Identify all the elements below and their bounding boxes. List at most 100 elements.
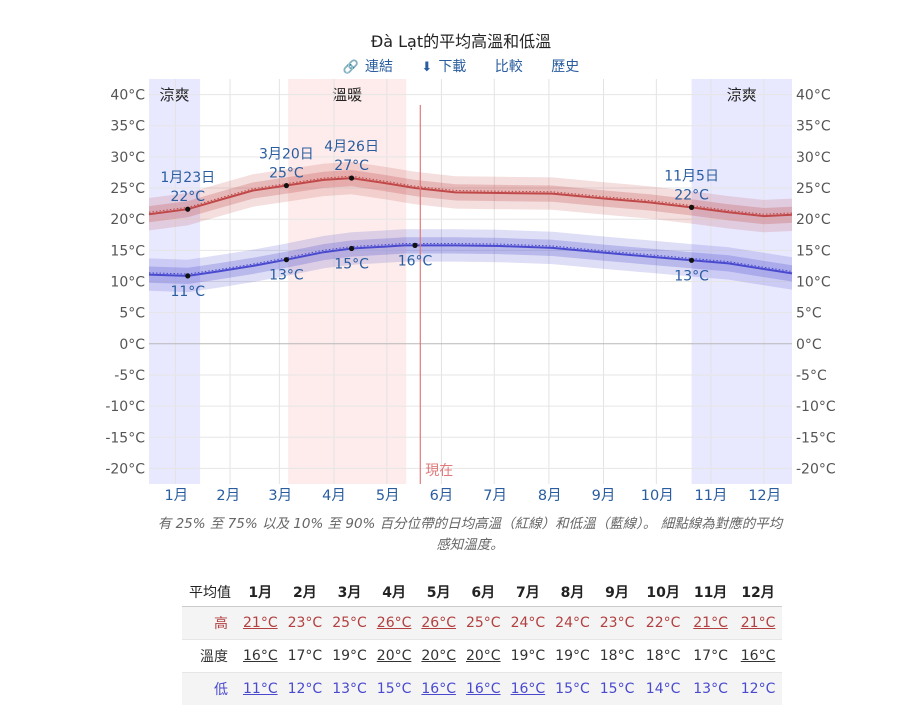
link-icon: 🔗	[342, 60, 359, 75]
table-cell: 18°C	[645, 648, 681, 664]
table-cell: 22°C	[645, 615, 681, 631]
table-cell[interactable]: 21°C	[243, 615, 278, 631]
table-cell: 13°C	[332, 681, 367, 697]
table-row: 高 21°C 23°C 25°C 26°C 26°C 25°C 24°C 24°C 23°C 22°…	[182, 606, 782, 640]
table-cell[interactable]: 20°C	[421, 648, 456, 664]
x-tick-label: 11月	[694, 488, 727, 504]
x-tick-label: 7月	[483, 488, 507, 504]
percentile-band-25-75	[149, 170, 792, 225]
annotation-point	[348, 175, 355, 181]
table-cell[interactable]: 16°C	[243, 648, 278, 664]
table-cell: 15°C	[599, 681, 635, 697]
download-button[interactable]: ⬇ 下載	[421, 59, 467, 75]
y-tick-label-right: -15°C	[796, 430, 836, 446]
annotation-temp: 16°C	[398, 253, 433, 269]
table-month-header: 7月	[505, 578, 551, 607]
table-row: 低 11°C 12°C 13°C 15°C 16°C 16°C 16°C 15°C 15°C 14°…	[182, 672, 782, 705]
table-month-header: 9月	[594, 578, 640, 607]
link-button[interactable]: 🔗 連結	[342, 59, 393, 75]
table-cell[interactable]: 16°C	[421, 681, 456, 697]
percentile-band-10-90	[149, 229, 792, 293]
table-month-header: 8月	[550, 578, 595, 607]
table-cell: 24°C	[510, 615, 546, 631]
table-month-header: 11月	[686, 578, 735, 607]
y-tick-label-right: 0°C	[796, 337, 822, 353]
table-row-label: 溫度	[200, 649, 228, 665]
y-tick-label-left: 10°C	[110, 275, 145, 291]
compare-button[interactable]: 比較	[494, 59, 523, 75]
table-cell[interactable]: 16°C	[510, 681, 546, 697]
x-tick-label: 4月	[322, 488, 346, 504]
table-cell: 23°C	[599, 615, 635, 631]
table-cell[interactable]: 20°C	[465, 648, 501, 664]
annotation-point	[348, 245, 355, 252]
table-cell: 15°C	[376, 681, 412, 697]
table-cell: 24°C	[555, 615, 590, 631]
history-button[interactable]: 歷史	[551, 59, 580, 75]
table-cell: 14°C	[645, 681, 681, 697]
x-tick-label: 6月	[430, 488, 454, 504]
y-tick-label-right: -5°C	[796, 368, 827, 384]
annotation-temp: 13°C	[269, 268, 304, 284]
table-cell[interactable]: 26°C	[421, 615, 456, 631]
y-tick-label-left: -20°C	[105, 461, 145, 477]
table-cell[interactable]: 26°C	[376, 615, 412, 631]
table-cell: 17°C	[287, 648, 323, 664]
table-month-header: 1月	[238, 578, 283, 607]
x-tick-label: 10月	[641, 488, 674, 504]
table-cell: 13°C	[693, 681, 728, 697]
table-cell[interactable]: 20°C	[376, 648, 412, 664]
y-tick-label-left: 40°C	[110, 88, 145, 104]
annotation-date: 3月20日	[259, 147, 314, 163]
table-cell: 23°C	[287, 615, 323, 631]
annotation-point	[412, 242, 418, 248]
y-tick-label-left: -10°C	[105, 399, 145, 415]
download-icon: ⬇	[421, 60, 433, 75]
annotation-temp: 27°C	[334, 158, 369, 174]
y-tick-label-left: 30°C	[110, 150, 145, 166]
table-header-label: 平均值	[182, 578, 238, 607]
table-month-header: 10月	[639, 578, 687, 607]
y-tick-label-right: 15°C	[796, 243, 831, 259]
annotation-point	[688, 204, 695, 210]
table-cell: 19°C	[555, 648, 590, 664]
y-tick-label-right: 40°C	[796, 88, 831, 104]
table-header-row: 平均值 1月 2月 3月 4月 5月 6月 7月 8月 9月 10月 11月 12月	[182, 578, 782, 607]
x-tick-label: 2月	[216, 488, 240, 504]
y-tick-label-right: -20°C	[796, 461, 836, 477]
table-cell[interactable]: 16°C	[465, 681, 501, 697]
table-cell: 12°C	[740, 681, 776, 697]
table-row-label: 高	[214, 616, 228, 632]
chart-actions: 🔗 連結 ⬇ 下載 比較 歷史	[0, 56, 922, 76]
annotation-temp: 22°C	[170, 189, 205, 205]
table-month-header: 4月	[371, 578, 417, 607]
table-month-header: 12月	[734, 578, 782, 607]
feels-like-line	[148, 175, 793, 215]
y-tick-label-left: 5°C	[119, 306, 145, 322]
annotation-temp: 25°C	[269, 166, 304, 182]
now-label: 現在	[425, 463, 453, 479]
table-cell: 19°C	[332, 648, 367, 664]
y-tick-label-left: 15°C	[110, 243, 145, 259]
x-tick-label: 8月	[538, 488, 562, 504]
table-cell: 19°C	[510, 648, 546, 664]
table-cell[interactable]: 11°C	[243, 681, 278, 697]
table-cell[interactable]: 21°C	[740, 615, 776, 631]
table-cell[interactable]: 16°C	[740, 648, 776, 664]
annotation-point	[283, 257, 290, 263]
monthly-summary-table: 平均值 1月 2月 3月 4月 5月 6月 7月 8月 9月 10月 11月 12月 高 21°C 23°…	[182, 578, 782, 705]
x-tick-label: 1月	[164, 488, 188, 504]
y-tick-label-left: -15°C	[105, 430, 145, 446]
annotation-date: 11月5日	[664, 168, 719, 184]
table-cell[interactable]: 21°C	[693, 615, 728, 631]
y-tick-label-right: 35°C	[796, 119, 831, 135]
table-cell: 12°C	[287, 681, 323, 697]
series-line	[148, 177, 793, 218]
table-cell: 18°C	[599, 648, 635, 664]
temperature-chart: 涼爽 溫暖 涼爽-20°C -20°C-15°C -15°C-10°C -10°C-5°C…	[105, 79, 836, 504]
annotation-point	[283, 182, 290, 189]
percentile-band-25-75	[149, 237, 792, 284]
table-month-header: 6月	[460, 578, 506, 607]
y-tick-label-right: 20°C	[796, 212, 831, 228]
annotation-temp: 22°C	[674, 187, 709, 203]
